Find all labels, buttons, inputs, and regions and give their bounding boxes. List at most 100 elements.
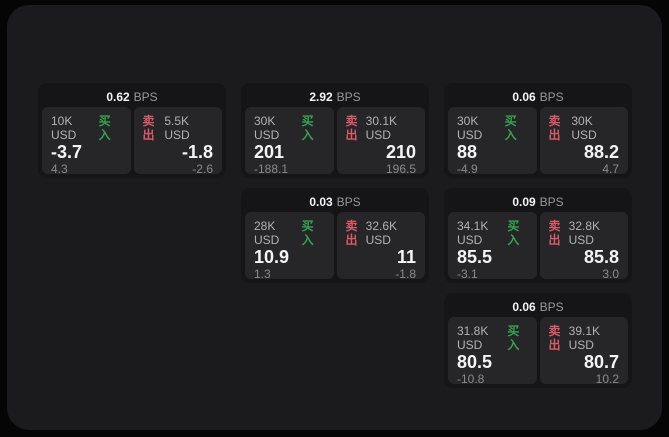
sell-sub-value: -2.6: [192, 162, 213, 176]
sell-tile-header: 卖出 32.8K USD: [549, 219, 620, 247]
buy-tag: 买入: [301, 114, 314, 142]
bps-spread-value: 0.06: [512, 300, 536, 314]
sell-size-label: 5.5K USD: [164, 114, 190, 142]
buy-tag: 买入: [507, 219, 520, 247]
quote-tiles: 30K USD 买入 88 -4.9 卖出 30K USD 88.2 4.7: [448, 107, 628, 176]
buy-size-label: 31.8K USD: [457, 324, 489, 352]
card-header: 0.06 BPS: [448, 87, 628, 107]
sell-price-value: 85.8: [583, 247, 619, 267]
buy-quote-tile[interactable]: 30K USD 买入 88 -4.9: [448, 107, 537, 176]
quote-tiles: 34.1K USD 买入 85.5 -3.1 卖出 32.8K USD 85.8…: [448, 212, 628, 281]
bps-spread-value: 0.03: [309, 195, 333, 209]
buy-sub-value: 1.3: [254, 267, 271, 281]
bps-unit-label: BPS: [133, 90, 158, 104]
sell-tag: 卖出: [142, 114, 155, 142]
buy-sub-value: -3.1: [457, 267, 478, 281]
buy-price-value: 201: [254, 142, 285, 162]
quote-card: 0.06 BPS 31.8K USD 买入 80.5 -10.8 卖出 39.1…: [444, 293, 632, 388]
sell-sub-value: 4.7: [602, 162, 619, 176]
sell-size-label: 39.1K USD: [568, 324, 600, 352]
card-header: 0.03 BPS: [245, 192, 425, 212]
buy-tile-header: 30K USD 买入: [254, 114, 325, 142]
main-panel: 0.62 BPS 10K USD 买入 -3.7 4.3 卖出 5.5K USD…: [7, 5, 662, 430]
buy-sub-value: -188.1: [254, 162, 289, 176]
bps-unit-label: BPS: [539, 300, 564, 314]
buy-tile-header: 28K USD 买入: [254, 219, 325, 247]
buy-price-value: -3.7: [51, 142, 83, 162]
quote-tiles: 28K USD 买入 10.9 1.3 卖出 32.6K USD 11 -1.8: [245, 212, 425, 281]
sell-size-label: 30K USD: [571, 114, 597, 142]
quote-card: 0.62 BPS 10K USD 买入 -3.7 4.3 卖出 5.5K USD…: [38, 83, 226, 178]
buy-tag: 买入: [98, 114, 111, 142]
buy-tag: 买入: [301, 219, 314, 247]
buy-sub-value: 4.3: [51, 162, 68, 176]
buy-sub-value: -4.9: [457, 162, 478, 176]
buy-price-value: 80.5: [457, 352, 493, 372]
sell-quote-tile[interactable]: 卖出 32.8K USD 85.8 3.0: [539, 212, 628, 281]
bps-spread-value: 0.09: [512, 195, 536, 209]
buy-size-label: 30K USD: [457, 114, 483, 142]
bps-spread-value: 2.92: [309, 90, 333, 104]
sell-tile-header: 卖出 39.1K USD: [549, 324, 620, 352]
sell-tile-header: 卖出 5.5K USD: [143, 114, 214, 142]
buy-price-value: 10.9: [254, 247, 290, 267]
bps-spread-value: 0.62: [106, 90, 130, 104]
buy-size-label: 34.1K USD: [457, 219, 489, 247]
sell-sub-value: 196.5: [385, 162, 416, 176]
card-header: 2.92 BPS: [245, 87, 425, 107]
sell-quote-tile[interactable]: 卖出 39.1K USD 80.7 10.2: [539, 317, 628, 386]
quotes-grid: 0.62 BPS 10K USD 买入 -3.7 4.3 卖出 5.5K USD…: [38, 83, 632, 388]
sell-sub-value: 3.0: [602, 267, 619, 281]
sell-tile-header: 卖出 32.6K USD: [346, 219, 417, 247]
quote-card: 0.06 BPS 30K USD 买入 88 -4.9 卖出 30K USD 8…: [444, 83, 632, 178]
buy-quote-tile[interactable]: 30K USD 买入 201 -188.1: [245, 107, 334, 176]
sell-price-value: 210: [385, 142, 416, 162]
sell-price-value: -1.8: [181, 142, 213, 162]
quote-tiles: 10K USD 买入 -3.7 4.3 卖出 5.5K USD -1.8 -2.…: [42, 107, 222, 176]
sell-price-value: 80.7: [583, 352, 619, 372]
buy-quote-tile[interactable]: 34.1K USD 买入 85.5 -3.1: [448, 212, 537, 281]
quote-card: 2.92 BPS 30K USD 买入 201 -188.1 卖出 30.1K …: [241, 83, 429, 178]
buy-sub-value: -10.8: [457, 372, 485, 386]
quote-card: 0.09 BPS 34.1K USD 买入 85.5 -3.1 卖出 32.8K…: [444, 188, 632, 283]
sell-size-label: 32.8K USD: [568, 219, 600, 247]
bps-unit-label: BPS: [539, 195, 564, 209]
buy-size-label: 28K USD: [254, 219, 280, 247]
sell-tag: 卖出: [345, 114, 358, 142]
sell-tag: 卖出: [548, 324, 561, 352]
quote-tiles: 30K USD 买入 201 -188.1 卖出 30.1K USD 210 1…: [245, 107, 425, 176]
card-header: 0.09 BPS: [448, 192, 628, 212]
bps-unit-label: BPS: [336, 90, 361, 104]
sell-quote-tile[interactable]: 卖出 30.1K USD 210 196.5: [336, 107, 425, 176]
quote-tiles: 31.8K USD 买入 80.5 -10.8 卖出 39.1K USD 80.…: [448, 317, 628, 386]
sell-quote-tile[interactable]: 卖出 30K USD 88.2 4.7: [539, 107, 628, 176]
sell-size-label: 30.1K USD: [365, 114, 397, 142]
sell-sub-value: 10.2: [595, 372, 619, 386]
sell-tile-header: 卖出 30K USD: [549, 114, 620, 142]
sell-price-value: 11: [396, 247, 416, 267]
buy-quote-tile[interactable]: 10K USD 买入 -3.7 4.3: [42, 107, 131, 176]
buy-quote-tile[interactable]: 31.8K USD 买入 80.5 -10.8: [448, 317, 537, 386]
card-header: 0.06 BPS: [448, 297, 628, 317]
card-header: 0.62 BPS: [42, 87, 222, 107]
sell-size-label: 32.6K USD: [365, 219, 397, 247]
buy-size-label: 10K USD: [51, 114, 77, 142]
buy-tile-header: 10K USD 买入: [51, 114, 122, 142]
buy-price-value: 88: [457, 142, 478, 162]
buy-size-label: 30K USD: [254, 114, 280, 142]
buy-tag: 买入: [507, 324, 520, 352]
sell-price-value: 88.2: [583, 142, 619, 162]
buy-quote-tile[interactable]: 28K USD 买入 10.9 1.3: [245, 212, 334, 281]
bps-unit-label: BPS: [539, 90, 564, 104]
buy-tile-header: 31.8K USD 买入: [457, 324, 528, 352]
buy-tile-header: 34.1K USD 买入: [457, 219, 528, 247]
sell-quote-tile[interactable]: 卖出 32.6K USD 11 -1.8: [336, 212, 425, 281]
buy-tag: 买入: [504, 114, 517, 142]
sell-tag: 卖出: [548, 114, 561, 142]
sell-tag: 卖出: [345, 219, 358, 247]
sell-tile-header: 卖出 30.1K USD: [346, 114, 417, 142]
sell-sub-value: -1.8: [395, 267, 416, 281]
bps-unit-label: BPS: [336, 195, 361, 209]
sell-quote-tile[interactable]: 卖出 5.5K USD -1.8 -2.6: [133, 107, 222, 176]
quote-card: 0.03 BPS 28K USD 买入 10.9 1.3 卖出 32.6K US…: [241, 188, 429, 283]
